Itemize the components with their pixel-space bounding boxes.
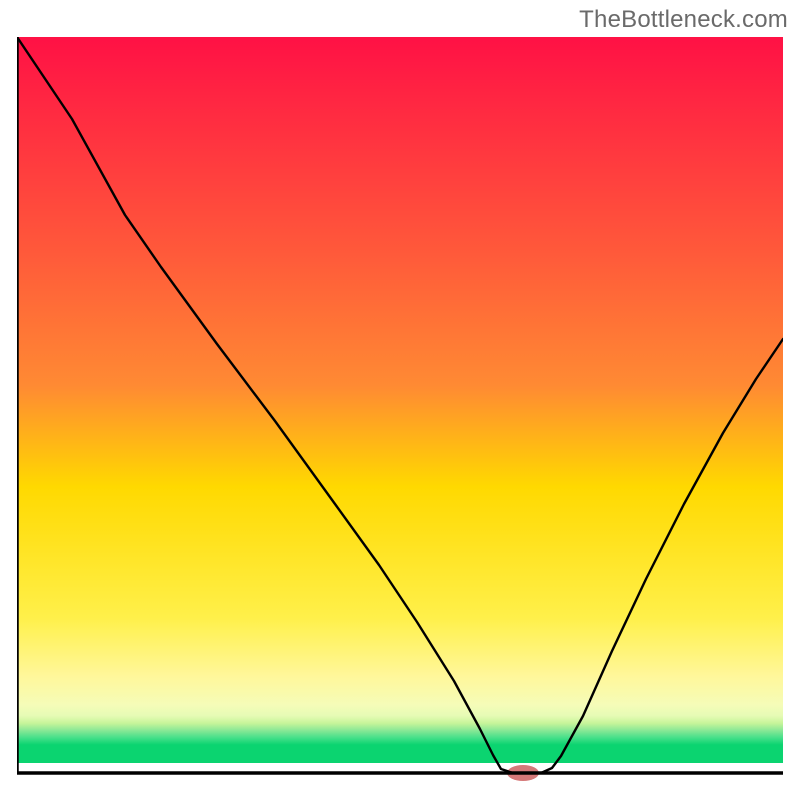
plot-area xyxy=(17,37,783,783)
gradient-bg xyxy=(17,37,783,763)
chart-frame: TheBottleneck.com xyxy=(0,0,800,800)
line-chart xyxy=(17,37,783,783)
watermark-text: TheBottleneck.com xyxy=(579,6,788,34)
